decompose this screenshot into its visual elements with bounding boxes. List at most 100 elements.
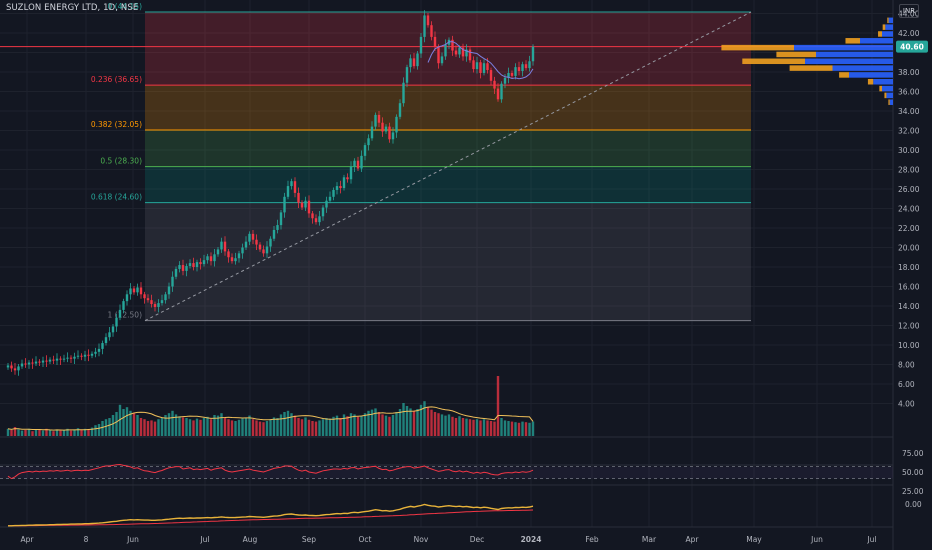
volume-bar: [206, 416, 209, 436]
volume-bar: [426, 407, 430, 436]
candle-body: [24, 363, 27, 365]
candle-body: [125, 294, 129, 302]
candle-body: [346, 177, 349, 180]
x-axis-tick-label: Jul: [866, 535, 876, 544]
candle-body: [76, 355, 80, 357]
y-axis-tick-label: 36.00: [898, 88, 920, 97]
candle-body: [139, 287, 143, 295]
candle-body: [213, 254, 216, 262]
volume-bar: [482, 419, 486, 436]
volume-bar: [486, 420, 489, 436]
candle-body: [395, 116, 398, 133]
candle-body: [129, 288, 132, 295]
candle-body: [342, 177, 346, 189]
volume-profile-bar: [888, 17, 893, 24]
volume-bar: [276, 418, 279, 436]
volume-bar: [181, 417, 185, 436]
candle-body: [398, 103, 402, 117]
volume-bar: [185, 418, 188, 436]
volume-profile-bar: [886, 92, 893, 99]
candle-body: [339, 186, 342, 189]
candle-body: [290, 181, 293, 187]
x-axis-tick-label: Sep: [302, 535, 316, 544]
x-axis-tick-label: 2024: [521, 535, 542, 544]
candle-body: [258, 244, 262, 250]
volume-profile-bar: [879, 85, 882, 92]
volume-bar: [297, 418, 300, 436]
volume-bar: [503, 420, 507, 436]
candle-body: [517, 67, 521, 72]
volume-bar: [20, 430, 24, 436]
candle-body: [160, 300, 164, 304]
volume-bar: [38, 429, 41, 436]
y-axis-tick-label: 24.00: [898, 205, 920, 214]
volume-bar: [283, 412, 286, 436]
candle-body: [461, 47, 465, 57]
volume-bar: [314, 421, 318, 436]
y-axis-tick-label: 12.00: [898, 322, 920, 331]
y-axis-tick-label: 18.00: [898, 263, 920, 272]
volume-bar: [80, 430, 83, 436]
candle-body: [87, 354, 90, 356]
fib-zone: [145, 202, 751, 321]
currency-button[interactable]: INR: [899, 4, 919, 18]
volume-bar: [444, 415, 447, 436]
volume-bar: [419, 404, 423, 436]
volume-bar: [122, 409, 125, 436]
candle-body: [174, 268, 178, 277]
candle-body: [73, 356, 76, 359]
volume-profile-bar: [885, 24, 893, 30]
volume-profile-bar: [849, 72, 893, 78]
volume-profile-bar: [867, 79, 874, 85]
candle-body: [521, 64, 524, 72]
fib-level-label: 0.618 (24.60): [91, 193, 142, 202]
candle-body: [185, 266, 188, 271]
candle-body: [38, 361, 41, 363]
y-axis-tick-label: 22.00: [898, 224, 920, 233]
candle-body: [13, 368, 17, 371]
candle-body: [388, 126, 391, 140]
candle-body: [62, 358, 66, 360]
candle-body: [220, 241, 223, 250]
candle-body: [34, 361, 38, 364]
candle-body: [381, 122, 384, 132]
volume-profile-bar: [805, 58, 893, 65]
volume-bar: [437, 413, 440, 436]
volume-profile-bar: [882, 85, 893, 92]
x-axis-tick-label: 8: [84, 535, 89, 544]
candle-body: [307, 200, 311, 214]
candle-body: [286, 186, 290, 197]
volume-bar: [101, 421, 104, 436]
candle-body: [321, 207, 325, 217]
volume-bar: [55, 429, 59, 436]
candle-body: [262, 249, 265, 254]
volume-bar: [192, 420, 195, 436]
volume-bar: [514, 422, 517, 436]
volume-bar: [307, 419, 311, 436]
candle-body: [335, 186, 339, 190]
volume-profile-bar: [887, 17, 889, 24]
volume-bar: [167, 413, 171, 436]
volume-moving-average: [7, 406, 534, 431]
volume-profile-bar: [860, 38, 893, 44]
candle-body: [27, 362, 31, 365]
volume-bar: [251, 419, 255, 436]
candle-body: [433, 36, 437, 47]
candle-body: [496, 88, 500, 100]
volume-profile-bar: [832, 65, 893, 71]
volume-bar: [118, 404, 122, 436]
volume-bar: [24, 430, 27, 436]
candle-body: [297, 192, 300, 203]
volume-bar: [27, 428, 31, 436]
rsi-axis-tick-label: 25.00: [902, 487, 924, 496]
x-axis-tick-label: Apr: [21, 535, 35, 544]
volume-bar: [360, 415, 363, 436]
candle-body: [356, 160, 360, 169]
volume-profile-bar: [888, 99, 890, 105]
fib-zone: [145, 12, 751, 86]
candle-body: [507, 72, 510, 78]
y-axis-tick-label: 16.00: [898, 283, 920, 292]
volume-bar: [111, 415, 115, 436]
